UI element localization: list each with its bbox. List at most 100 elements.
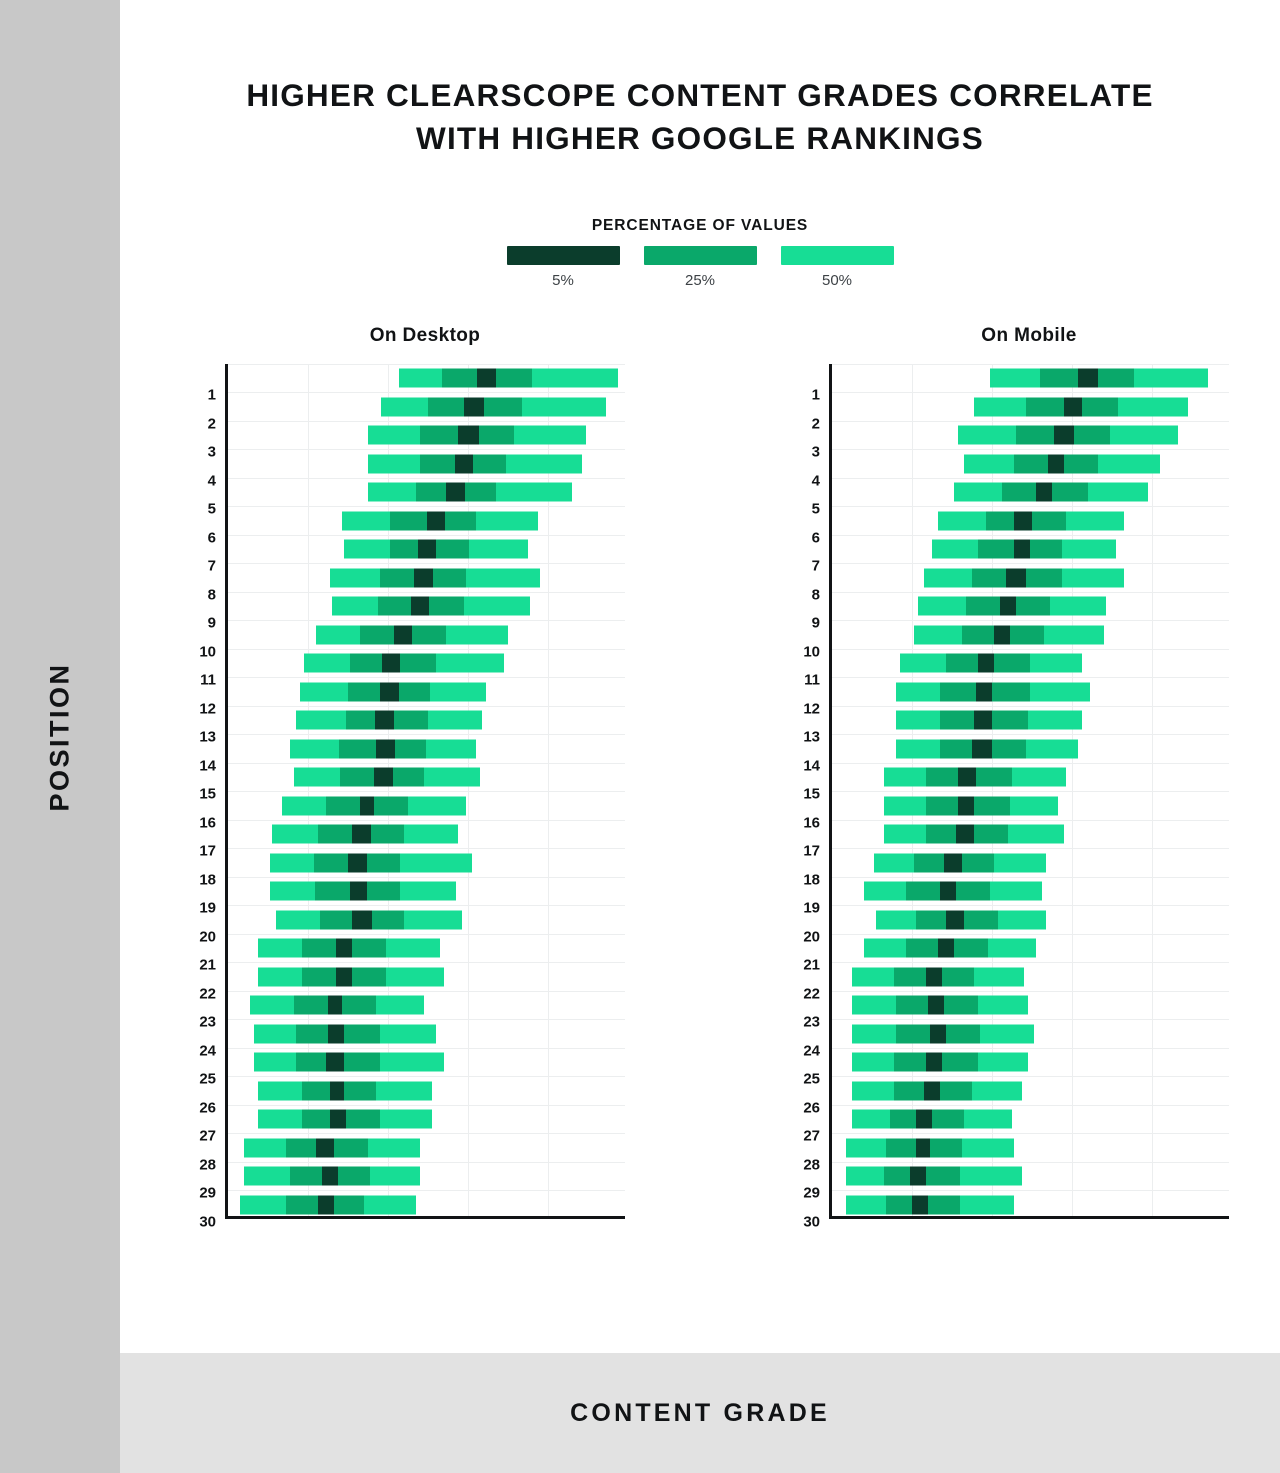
bar-segment: [916, 1138, 930, 1158]
y-tick-label: 13: [803, 728, 820, 746]
legend-item: 25%: [643, 245, 757, 289]
chart-area: HIGHER CLEARSCOPE CONTENT GRADES CORRELA…: [120, 0, 1280, 1353]
y-tick-label: 20: [199, 928, 216, 946]
bar-segment: [472, 454, 506, 474]
bar-segment: [884, 824, 926, 844]
bar-segment: [942, 1052, 978, 1072]
bar-segment: [254, 1024, 296, 1044]
bar-segment: [465, 568, 540, 588]
bar-segment: [374, 796, 408, 816]
bar-segment: [998, 910, 1046, 930]
plot: [829, 363, 1229, 1219]
vertical-gridline: [912, 363, 913, 1216]
bar-segment: [340, 767, 374, 787]
bar-segment: [427, 710, 482, 730]
y-tick-label: 18: [803, 871, 820, 889]
bar-segment: [926, 824, 956, 844]
bar-row: [900, 653, 1082, 673]
bar-segment: [394, 625, 412, 645]
bar-segment: [1026, 568, 1062, 588]
bar-segment: [894, 1081, 924, 1101]
bar-segment: [348, 682, 380, 702]
bar-segment: [1040, 368, 1078, 388]
y-tick-label: 4: [207, 472, 216, 490]
bar-segment: [1062, 568, 1124, 588]
y-tick-label: 23: [803, 1013, 820, 1031]
y-tick-label: 28: [199, 1156, 216, 1174]
bar-segment: [1110, 425, 1178, 445]
horizontal-gridline: [832, 933, 1229, 935]
bar-segment: [990, 881, 1042, 901]
bar-segment: [852, 1052, 894, 1072]
bar-segment: [254, 1052, 296, 1072]
horizontal-gridline: [228, 876, 625, 878]
y-tick-label: 6: [207, 529, 216, 547]
bar-segment: [992, 739, 1026, 759]
bar-segment: [942, 967, 974, 987]
bar-segment: [446, 625, 508, 645]
bar-segment: [940, 739, 972, 759]
y-tick-label: 14: [199, 757, 216, 775]
bar-segment: [375, 739, 395, 759]
bar-row: [380, 397, 606, 417]
legend-label: 5%: [552, 271, 574, 289]
bar-segment: [846, 1166, 884, 1186]
bar-segment: [423, 767, 480, 787]
y-tick-label: 19: [199, 899, 216, 917]
horizontal-gridline: [228, 1104, 625, 1106]
bar-segment: [296, 1052, 326, 1072]
bar-segment: [360, 625, 394, 645]
bar-row: [852, 1109, 1012, 1129]
bar-segment: [272, 824, 318, 844]
y-tick-label: 10: [199, 643, 216, 661]
bar-segment: [446, 482, 465, 502]
bar-segment: [380, 1052, 444, 1072]
bar-segment: [884, 767, 926, 787]
bar-segment: [513, 425, 586, 445]
horizontal-gridline: [832, 762, 1229, 764]
bar-row: [864, 938, 1036, 958]
bar-row: [330, 568, 540, 588]
horizontal-gridline: [228, 705, 625, 707]
horizontal-gridline: [228, 591, 625, 593]
y-tick-label: 26: [803, 1099, 820, 1117]
bar-segment: [1016, 425, 1054, 445]
y-tick-label: 12: [199, 700, 216, 718]
bar-segment: [398, 682, 430, 702]
bar-segment: [960, 1166, 1022, 1186]
bar-segment: [352, 967, 386, 987]
horizontal-gridline: [228, 990, 625, 992]
y-tick-label: 25: [199, 1070, 216, 1088]
bar-segment: [352, 910, 372, 930]
y-tick-label: 24: [803, 1042, 820, 1060]
bar-row: [852, 967, 1024, 987]
horizontal-gridline: [832, 591, 1229, 593]
horizontal-gridline: [228, 1047, 625, 1049]
bar-segment: [926, 967, 942, 987]
bar-segment: [1032, 511, 1066, 531]
bar-segment: [420, 454, 455, 474]
bar-segment: [531, 368, 618, 388]
horizontal-gridline: [228, 1076, 625, 1078]
bar-segment: [1050, 596, 1106, 616]
bar-row: [884, 796, 1058, 816]
bar-row: [990, 368, 1208, 388]
bar-segment: [980, 1024, 1034, 1044]
bar-segment: [326, 796, 360, 816]
bar-row: [876, 910, 1046, 930]
y-tick-label: 10: [803, 643, 820, 661]
bar-segment: [874, 853, 914, 873]
bar-segment: [394, 739, 426, 759]
bar-segment: [928, 995, 944, 1015]
y-tick-label: 20: [803, 928, 820, 946]
y-tick-label: 9: [207, 614, 216, 632]
bar-row: [342, 511, 538, 531]
bar-segment: [338, 1166, 370, 1186]
bar-row: [258, 1109, 432, 1129]
vertical-gridline: [308, 363, 309, 1216]
horizontal-gridline: [228, 1190, 625, 1192]
bar-row: [270, 881, 456, 901]
bar-segment: [463, 397, 484, 417]
bar-segment: [420, 425, 458, 445]
